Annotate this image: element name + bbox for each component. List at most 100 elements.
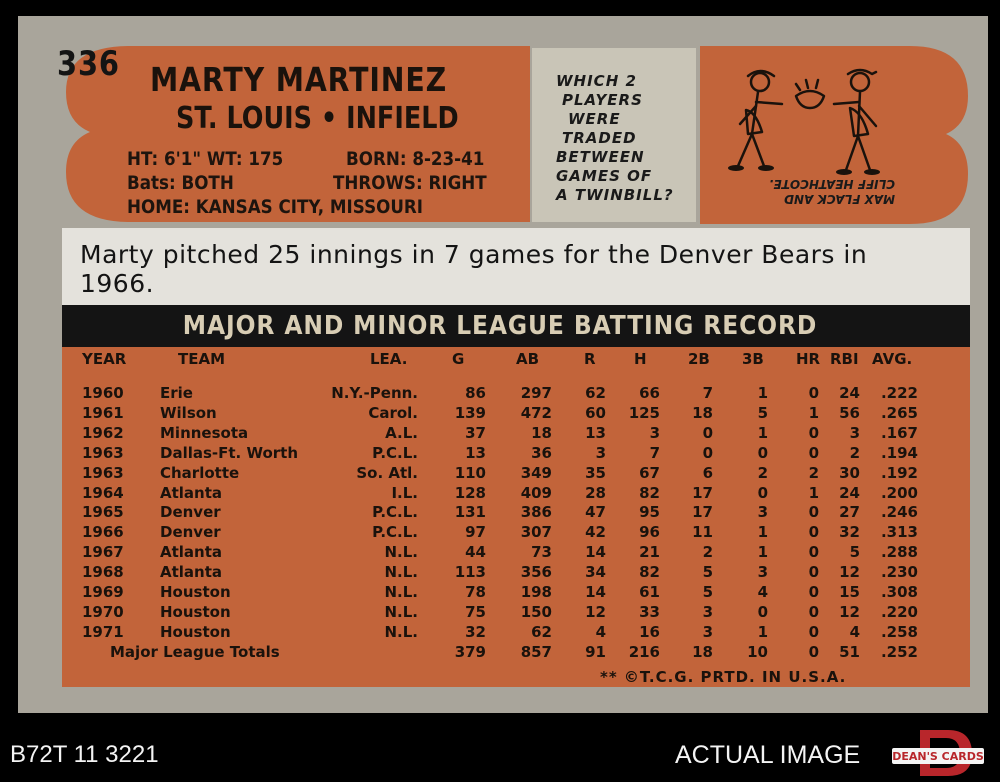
table-cell-avg: .192 [880,463,918,482]
table-cell-hr: 0 [808,384,819,402]
table-cell-year: 1971 [82,622,124,641]
table-cell-g: 131 [454,503,486,522]
table-cell-b3: 1 [757,543,768,562]
table-cell-avg: .246 [880,503,918,522]
table-cell-b3: 0 [757,483,768,502]
table-row: 1963 Dallas-Ft. Worth P.C.L. 13 36 3 7 0 0 0 2 .194 [0,444,1000,464]
quiz-line: GAMES OF [556,167,653,185]
table-cell-lea: P.C.L. [372,503,418,522]
table-cell-avg: .230 [880,563,918,582]
col-team: TEAM [178,350,226,368]
totals-label: Major League Totals [110,642,280,661]
table-cell-b2: 2 [702,543,713,562]
table-cell-team: Denver [160,523,221,542]
quiz-line: BETWEEN [556,148,645,166]
bio-born: BORN: 8-23-41 [346,148,485,170]
table-cell-h: 82 [639,563,660,582]
table-cell-b2: 17 [692,503,713,522]
table-cell-b2: 5 [702,583,713,601]
table-cell-avg: .222 [880,384,918,402]
table-cell-rbi: 30 [839,463,860,482]
table-cell-g: 75 [465,602,486,621]
table-cell-lea: N.L. [384,583,418,601]
table-cell-g: 37 [465,423,486,442]
table-cell-b3: 4 [757,583,768,601]
table-cell-team: Denver [160,503,221,522]
totals-cell-b3: 10 [747,642,768,661]
table-cell-b3: 3 [757,563,768,582]
table-cell-b3: 0 [757,443,768,462]
table-cell-h: 7 [649,443,660,462]
table-cell-team: Atlanta [160,563,223,582]
table-cell-hr: 1 [808,483,819,502]
table-cell-lea: P.C.L. [372,523,418,542]
table-cell-avg: .308 [880,583,918,601]
table-cell-ab: 472 [520,403,552,422]
col-rbi: RBI [830,350,859,368]
table-cell-b2: 11 [692,523,713,542]
col-2b: 2B [688,350,710,368]
table-row: 1971 Houston N.L. 32 62 4 16 3 1 0 4 .258 [0,623,1000,643]
table-cell-g: 110 [454,463,486,482]
table-cell-team: Houston [160,622,231,641]
inventory-code: B72T 11 3221 [10,741,159,768]
table-cell-h: 66 [639,384,660,402]
table-cell-lea: N.L. [384,543,418,562]
table-cell-b2: 6 [702,463,713,482]
table-cell-rbi: 3 [849,423,860,442]
table-cell-team: Dallas-Ft. Worth [160,443,299,462]
col-year: YEAR [82,350,127,368]
table-cell-h: 33 [639,602,660,621]
table-cell-hr: 0 [808,543,819,562]
table-cell-year: 1960 [82,384,124,402]
table-cell-hr: 0 [808,602,819,621]
table-cell-g: 128 [454,483,486,502]
table-row: 1962 Minnesota A.L. 37 18 13 3 0 1 0 3 .167 [0,424,1000,444]
table-cell-r: 34 [585,563,606,582]
col-r: R [584,350,596,368]
table-cell-h: 16 [639,622,660,641]
table-cell-b2: 0 [702,423,713,442]
table-cell-team: Houston [160,583,231,601]
table-cell-g: 78 [465,583,486,601]
totals-cell-g: 379 [454,642,486,661]
section-header-bar [62,305,970,347]
table-cell-h: 95 [639,503,660,522]
quiz-box [532,48,696,222]
answer-line: MAX FLACK AND [784,192,895,206]
table-cell-b2: 0 [702,443,713,462]
table-row: 1966 Denver P.C.L. 97 307 42 96 11 1 0 32.313 [0,523,1000,543]
table-cell-team: Charlotte [160,463,240,482]
table-cell-rbi: 32 [839,523,860,542]
table-row: 1961 Wilson Carol. 139 472 60 125 18 5 1 56 .265 [0,404,1000,424]
table-cell-h: 125 [628,403,660,422]
table-cell-r: 35 [585,463,606,482]
cartoon-illustration [700,46,968,224]
table-cell-ab: 307 [520,523,552,542]
table-cell-hr: 2 [808,463,819,482]
table-cell-year: 1967 [82,543,124,562]
table-cell-h: 82 [639,483,660,502]
table-cell-ab: 18 [531,423,552,442]
bio-home: HOME: KANSAS CITY, MISSOURI [127,196,423,218]
table-cell-r: 62 [585,384,606,402]
table-cell-avg: .313 [880,523,918,542]
table-cell-r: 14 [585,583,606,601]
table-cell-rbi: 56 [839,403,860,422]
actual-image-label: ACTUAL IMAGE [675,741,861,769]
table-cell-avg: .220 [880,602,918,621]
quiz-line: PLAYERS [562,91,643,109]
table-cell-b3: 1 [757,523,768,542]
bio-bats: Bats: BOTH [127,172,234,194]
copyright-footer: ** ©T.C.G. PRTD. IN U.S.A. [600,668,847,686]
table-cell-lea: So. Atl. [356,463,418,482]
table-cell-g: 113 [454,563,486,582]
table-cell-rbi: 2 [849,443,860,462]
table-cell-rbi: 5 [849,543,860,562]
table-cell-hr: 0 [808,503,819,522]
table-cell-b3: 1 [757,423,768,442]
section-title: MAJOR AND MINOR LEAGUE BATTING RECORD [182,311,818,341]
table-row: 1969 Houston N.L. 78 198 14 61 5 4 0 15 .308 [0,583,1000,603]
answer-line: CLIFF HEATHCOTE. [768,177,895,191]
totals-cell-avg: .252 [880,642,918,661]
